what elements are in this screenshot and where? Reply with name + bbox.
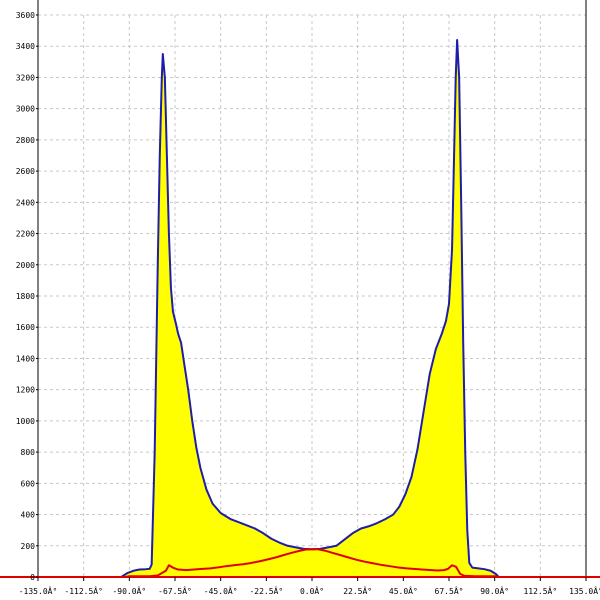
y-tick-labels: 0 200 400 600 800 1000 1200 1400 1600 1800 2000 220… — [16, 11, 35, 582]
x-tick-label: -45.0Â° — [204, 585, 238, 596]
x-tick-label: 45.0Â° — [389, 585, 418, 596]
x-tick-label: -135.0Â° — [19, 585, 58, 596]
y-tick-label: 200 — [21, 542, 36, 551]
x-tick-label: -67.5Â° — [158, 585, 192, 596]
x-tick-label: 90.0Â° — [480, 585, 509, 596]
y-tick-label: 3200 — [16, 73, 35, 82]
y-tick-label: 0 — [30, 573, 35, 582]
x-tick-label: 22.5Â° — [343, 585, 372, 596]
y-tick-label: 2800 — [16, 136, 35, 145]
y-tick-label: 800 — [21, 448, 36, 457]
y-tick-label: 400 — [21, 511, 36, 520]
axes — [0, 0, 600, 581]
y-tick-label: 2400 — [16, 198, 35, 207]
y-tick-label: 2600 — [16, 167, 35, 176]
x-tick-label: 0.0Â° — [300, 585, 324, 596]
series-layer — [38, 38, 586, 578]
y-tick-label: 3000 — [16, 105, 35, 114]
series-0-area — [38, 39, 586, 578]
x-tick-label: -90.0Â° — [112, 585, 146, 596]
y-tick-label: 1200 — [16, 386, 35, 395]
y-tick-label: 1000 — [16, 417, 35, 426]
x-tick-label: -112.5Â° — [64, 585, 103, 596]
x-tick-label: 67.5Â° — [435, 585, 464, 596]
x-tick-label: 112.5Â° — [523, 585, 557, 596]
x-tick-label: 135.0Â° — [569, 585, 600, 596]
y-tick-label: 1800 — [16, 292, 35, 301]
y-tick-label: 1600 — [16, 323, 35, 332]
series-1-line — [38, 548, 586, 578]
y-tick-label: 3600 — [16, 11, 35, 20]
x-tick-labels: -135.0Â° -112.5Â° -90.0Â° -67.5Â° -45.0Â° -22… — [19, 585, 600, 596]
y-tick-label: 2200 — [16, 230, 35, 239]
y-tick-label: 3400 — [16, 42, 35, 51]
y-tick-label: 2000 — [16, 261, 35, 270]
y-tick-label: 1400 — [16, 354, 35, 363]
y-tick-label: 600 — [21, 479, 36, 488]
x-tick-label: -22.5Â° — [249, 585, 283, 596]
series-0-line — [38, 38, 586, 578]
